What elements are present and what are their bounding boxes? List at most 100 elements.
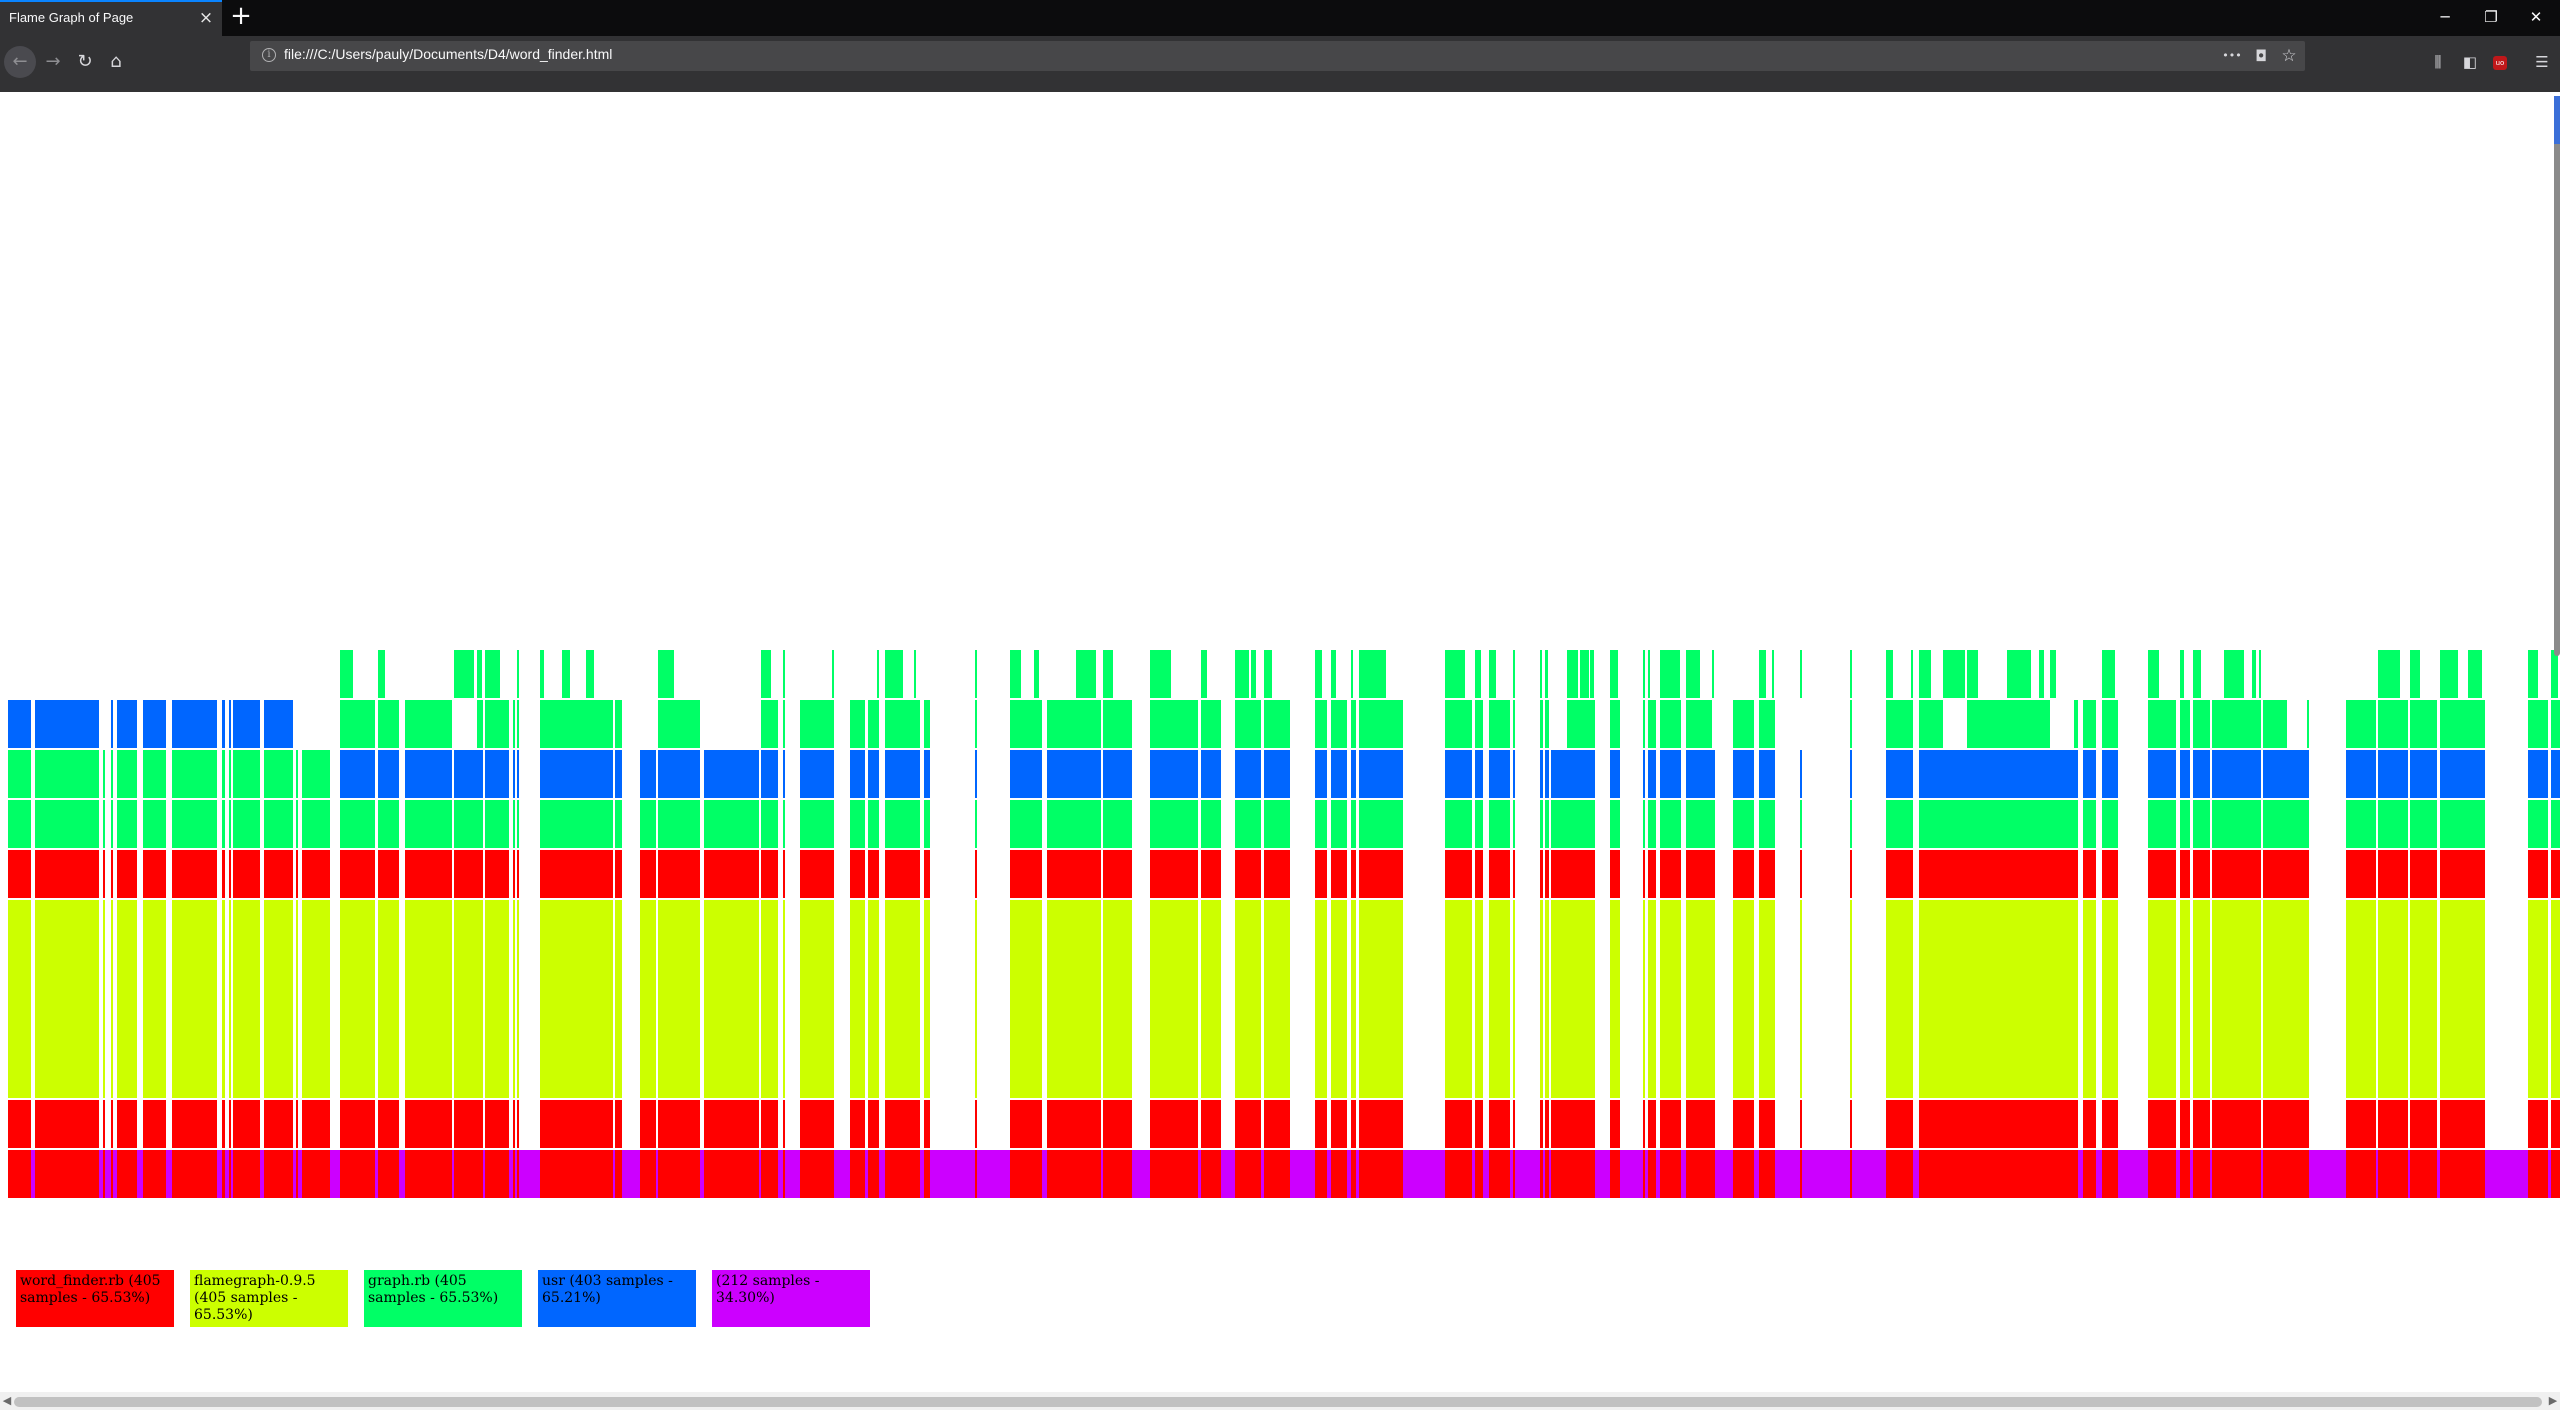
flame-frame-graph-89[interactable] [159, 750, 166, 798]
flame-frame-graph-53[interactable] [111, 800, 113, 848]
flame-frame-word-finder-390[interactable] [1010, 1100, 1034, 1148]
flame-frame-usr-540[interactable] [1390, 750, 1403, 798]
flame-frame-graph-378[interactable] [924, 800, 930, 848]
flame-frame-word-finder-872[interactable] [2263, 1100, 2287, 1148]
flame-frame-word-finder-607[interactable] [1580, 850, 1590, 898]
flame-frame-graph-60[interactable] [117, 800, 132, 848]
flame-frame-word-finder-513[interactable] [1351, 1100, 1354, 1148]
flame-frame-usr-649[interactable] [1660, 750, 1681, 798]
back-button[interactable]: ← [4, 46, 36, 78]
flame-frame-usr-799[interactable] [2083, 750, 2096, 798]
flame-frame-word-finder-730[interactable] [1938, 1100, 1943, 1148]
flame-frame-word-finder-520[interactable] [1354, 1150, 1356, 1198]
flame-frame-graph-635[interactable] [1643, 650, 1645, 698]
vertical-scrollbar[interactable] [2554, 96, 2560, 656]
flame-frame-graph-944[interactable] [2551, 700, 2560, 748]
flame-frame-usr-326[interactable] [800, 750, 832, 798]
flame-frame-graph-689[interactable] [1772, 650, 1774, 698]
flame-frame-graph-562[interactable] [1489, 800, 1510, 848]
flame-frame-graph-332[interactable] [832, 800, 834, 848]
flame-frame-word-finder-204[interactable] [477, 1100, 483, 1148]
flame-frame-flamegraph-865[interactable] [2259, 900, 2261, 1098]
flame-frame-word-finder-358[interactable] [885, 1150, 914, 1198]
flame-frame-word-finder-161[interactable] [365, 1100, 375, 1148]
flame-frame-word-finder-475[interactable] [1235, 850, 1251, 898]
flame-frame-word-finder-129[interactable] [264, 850, 280, 898]
flame-frame-usr-876[interactable] [2263, 750, 2287, 798]
flame-frame-graph-764[interactable] [2007, 700, 2039, 748]
flame-frame-graph-823[interactable] [2180, 700, 2190, 748]
flame-frame-graph-624[interactable] [1610, 800, 1620, 848]
flame-frame-usr-814[interactable] [2148, 750, 2176, 798]
flame-frame-graph-659[interactable] [1686, 650, 1700, 698]
flame-frame-graph-347[interactable] [868, 800, 877, 848]
flame-frame-word-finder-451[interactable] [1181, 1100, 1198, 1148]
flame-frame-word-finder-629[interactable] [1643, 1100, 1645, 1148]
flame-frame-word-finder-408[interactable] [1047, 850, 1076, 898]
flame-frame-word-finder-826[interactable] [2193, 1100, 2204, 1148]
flame-frame-flamegraph-684[interactable] [1772, 900, 1775, 1098]
flame-frame-usr-595[interactable] [1551, 750, 1567, 798]
flame-frame-usr-180[interactable] [389, 750, 399, 798]
flame-frame-usr-838[interactable] [2204, 750, 2210, 798]
flame-frame-word-finder-220[interactable] [513, 1100, 515, 1148]
flame-frame-word-finder-382[interactable] [975, 1100, 977, 1148]
flame-frame-word-finder-91[interactable] [172, 1150, 201, 1198]
flame-frame-flamegraph-444[interactable] [1150, 900, 1181, 1098]
flame-frame-flamegraph-646[interactable] [1660, 900, 1681, 1098]
flame-frame-usr-333[interactable] [832, 750, 834, 798]
flame-frame-word-finder-160[interactable] [365, 1150, 375, 1198]
flame-frame-word-finder-438[interactable] [1130, 850, 1132, 898]
flame-frame-usr-247[interactable] [546, 750, 562, 798]
flame-frame-word-finder-628[interactable] [1643, 1150, 1645, 1198]
flame-frame-graph-117[interactable] [229, 750, 231, 798]
flame-frame-graph-464[interactable] [1201, 650, 1207, 698]
flame-frame-word-finder-92[interactable] [172, 1100, 201, 1148]
flame-frame-graph-877[interactable] [2263, 700, 2287, 748]
flame-frame-usr-371[interactable] [914, 750, 920, 798]
flame-frame-flamegraph-58[interactable] [117, 900, 132, 1098]
flame-frame-word-finder-817[interactable] [2180, 1150, 2190, 1198]
scroll-right-icon[interactable]: ▶ [2548, 1394, 2558, 1407]
flame-frame-graph-41[interactable] [80, 750, 99, 798]
flame-frame-usr-291[interactable] [675, 750, 700, 798]
flame-frame-flamegraph-274[interactable] [640, 900, 656, 1098]
flame-frame-usr-216[interactable] [485, 750, 509, 798]
flame-frame-usr-792[interactable] [2074, 750, 2078, 798]
flame-frame-word-finder-647[interactable] [1660, 850, 1681, 898]
flame-frame-usr-239[interactable] [540, 750, 546, 798]
flame-frame-flamegraph-295[interactable] [704, 900, 734, 1098]
flame-frame-word-finder-705[interactable] [1886, 1150, 1911, 1198]
flame-frame-graph-424[interactable] [1103, 800, 1123, 848]
flame-frame-graph-103[interactable] [201, 750, 217, 798]
flame-frame-graph-757[interactable] [1989, 700, 2007, 748]
flame-frame-graph-664[interactable] [1712, 800, 1715, 848]
flame-frame-word-finder-790[interactable] [2074, 850, 2078, 898]
flame-frame-word-finder-39[interactable] [80, 850, 99, 898]
flame-frame-usr-440[interactable] [1130, 750, 1132, 798]
flame-frame-graph-181[interactable] [389, 700, 399, 748]
flame-frame-word-finder-77[interactable] [152, 1150, 159, 1198]
flame-frame-usr-896[interactable] [2346, 750, 2376, 798]
flame-frame-word-finder-22[interactable] [64, 1150, 75, 1198]
flame-frame-graph-261[interactable] [586, 800, 613, 848]
flame-frame-graph-608[interactable] [1580, 800, 1590, 848]
flame-frame-word-finder-690[interactable] [1800, 1150, 1802, 1198]
flame-frame-word-finder-428[interactable] [1123, 1150, 1130, 1198]
flame-frame-usr-822[interactable] [2180, 750, 2190, 798]
flame-frame-flamegraph-383[interactable] [975, 900, 977, 1098]
flame-frame-word-finder-392[interactable] [1010, 850, 1034, 898]
flame-frame-usr-525[interactable] [1354, 750, 1356, 798]
flame-frame-graph-642[interactable] [1648, 700, 1656, 748]
flame-frame-graph-20[interactable] [35, 750, 64, 798]
flame-frame-word-finder-4[interactable] [8, 850, 25, 898]
flame-frame-usr-62[interactable] [117, 700, 132, 748]
flame-frame-flamegraph-893[interactable] [2346, 900, 2376, 1098]
scroll-left-icon[interactable]: ◀ [2, 1394, 12, 1407]
flame-frame-graph-853[interactable] [2224, 700, 2252, 748]
flame-frame-word-finder-281[interactable] [658, 850, 675, 898]
flame-frame-word-finder-429[interactable] [1123, 1100, 1130, 1148]
flame-frame-graph-589[interactable] [1545, 650, 1548, 698]
flame-frame-usr-28[interactable] [64, 700, 75, 748]
flame-frame-graph-246[interactable] [546, 800, 562, 848]
